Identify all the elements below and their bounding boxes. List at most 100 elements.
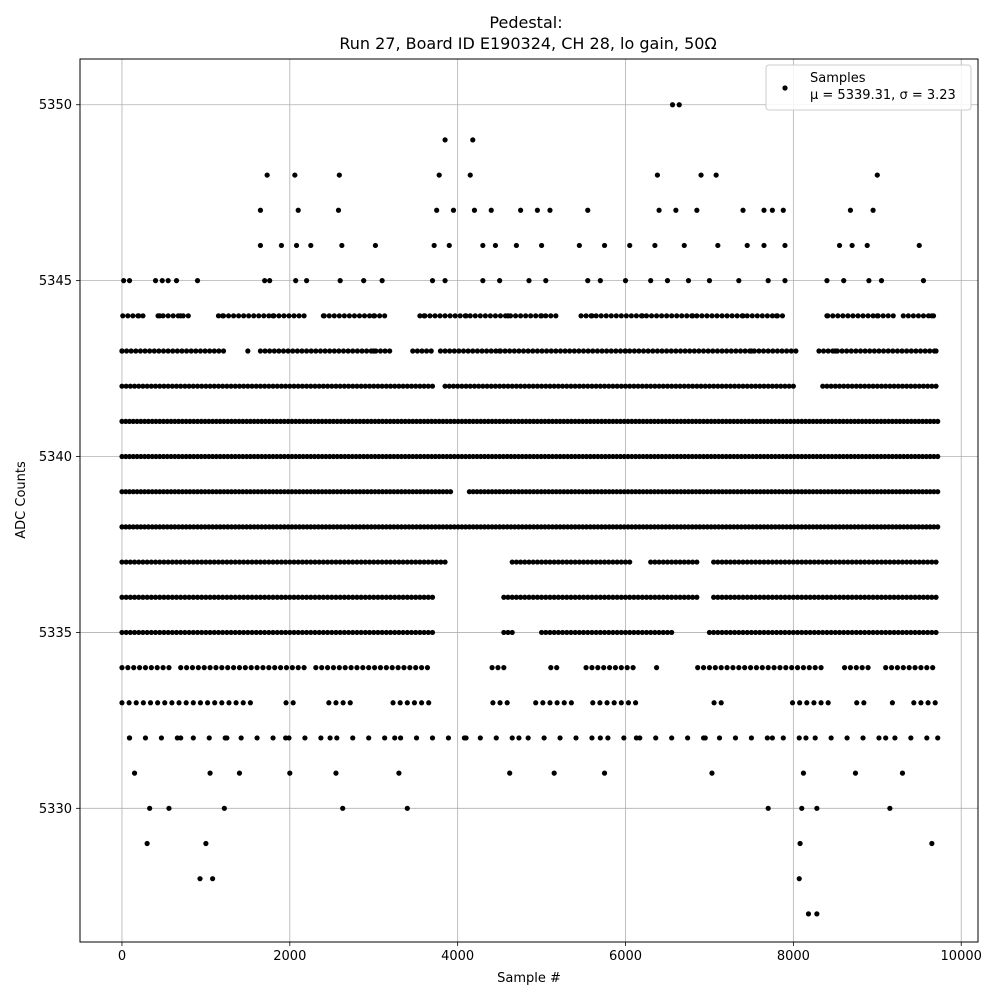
sample-point <box>825 453 831 460</box>
sample-point <box>916 383 922 389</box>
sample-point <box>368 453 374 460</box>
sample-point <box>338 418 344 424</box>
sample-point <box>497 383 503 389</box>
sample-point <box>593 383 599 389</box>
sample-point <box>543 278 549 284</box>
sample-point <box>850 313 856 319</box>
sample-point <box>123 629 129 636</box>
sample-point <box>806 665 812 671</box>
sample-point <box>230 665 237 671</box>
sample-point <box>379 524 386 530</box>
sample-point <box>553 524 559 530</box>
sample-point <box>925 383 931 389</box>
sample-point <box>119 453 125 460</box>
sample-point <box>400 559 406 565</box>
sample-point <box>825 524 831 530</box>
sample-point <box>408 383 415 389</box>
sample-point <box>806 418 812 424</box>
sample-point <box>164 524 170 530</box>
sample-point <box>828 735 834 741</box>
sample-point <box>648 594 654 600</box>
sample-point <box>212 700 218 706</box>
sample-point <box>179 453 185 460</box>
sample-point <box>194 383 201 389</box>
legend-series-stats: μ = 5339.31, σ = 3.23 <box>810 88 956 103</box>
sample-point <box>740 594 746 600</box>
sample-point <box>685 559 692 565</box>
sample-point <box>410 418 416 424</box>
sample-point <box>245 629 251 636</box>
sample-point <box>507 770 513 776</box>
sample-point <box>533 700 539 706</box>
sample-point <box>340 700 346 706</box>
sample-point <box>467 313 473 319</box>
sample-point <box>509 559 515 565</box>
sample-point <box>614 559 620 565</box>
sample-point <box>761 418 767 424</box>
sample-point <box>810 418 816 424</box>
sample-point <box>176 700 182 706</box>
sample-point <box>734 524 741 530</box>
sample-point <box>727 594 734 600</box>
sample-point <box>342 524 348 530</box>
sample-point <box>557 453 563 460</box>
sample-point <box>362 594 368 600</box>
sample-point <box>447 418 454 424</box>
sample-point <box>711 700 717 706</box>
sample-point <box>319 489 325 495</box>
sample-point <box>899 383 906 389</box>
sample-point <box>285 524 291 530</box>
sample-point <box>528 313 534 319</box>
sample-point <box>836 418 843 424</box>
sample-point <box>713 172 719 178</box>
sample-point <box>431 242 437 249</box>
sample-point <box>700 453 707 460</box>
sample-point <box>740 629 746 636</box>
sample-point <box>853 383 859 389</box>
sample-point <box>304 524 310 530</box>
sample-point <box>300 489 306 495</box>
sample-point <box>706 629 713 636</box>
sample-point <box>901 524 907 530</box>
sample-point <box>224 594 230 600</box>
sample-point <box>904 348 910 354</box>
sample-point <box>606 665 613 671</box>
sample-point <box>442 278 448 284</box>
sample-point <box>589 629 595 636</box>
sample-point <box>857 629 864 636</box>
sample-point <box>353 453 359 460</box>
sample-point <box>621 735 627 741</box>
sample-point <box>689 524 695 530</box>
sample-point <box>421 559 427 565</box>
sample-point <box>718 665 724 671</box>
sample-point <box>591 489 597 495</box>
sample-point <box>206 418 212 424</box>
sample-point <box>301 313 307 319</box>
sample-point <box>349 453 355 460</box>
sample-point <box>644 453 650 460</box>
sample-point <box>753 665 760 671</box>
sample-point <box>714 313 720 319</box>
sample-point <box>138 453 144 460</box>
sample-point <box>828 383 834 389</box>
sample-point <box>353 524 359 530</box>
sample-point <box>790 559 796 565</box>
sample-point <box>742 348 748 354</box>
sample-point <box>544 348 550 354</box>
sample-point <box>391 524 397 530</box>
sample-point <box>685 524 692 530</box>
sample-point <box>442 559 448 565</box>
sample-point <box>631 348 637 354</box>
sample-point <box>247 700 253 706</box>
sample-point <box>341 383 347 389</box>
sample-point <box>622 559 629 565</box>
sample-point <box>401 665 407 671</box>
sample-point <box>202 453 208 460</box>
sample-point <box>421 594 427 600</box>
sample-point <box>508 453 514 460</box>
sample-point <box>251 489 257 495</box>
sample-point <box>447 453 454 460</box>
sample-point <box>425 418 431 424</box>
sample-point <box>632 453 639 460</box>
sample-point <box>716 524 722 530</box>
